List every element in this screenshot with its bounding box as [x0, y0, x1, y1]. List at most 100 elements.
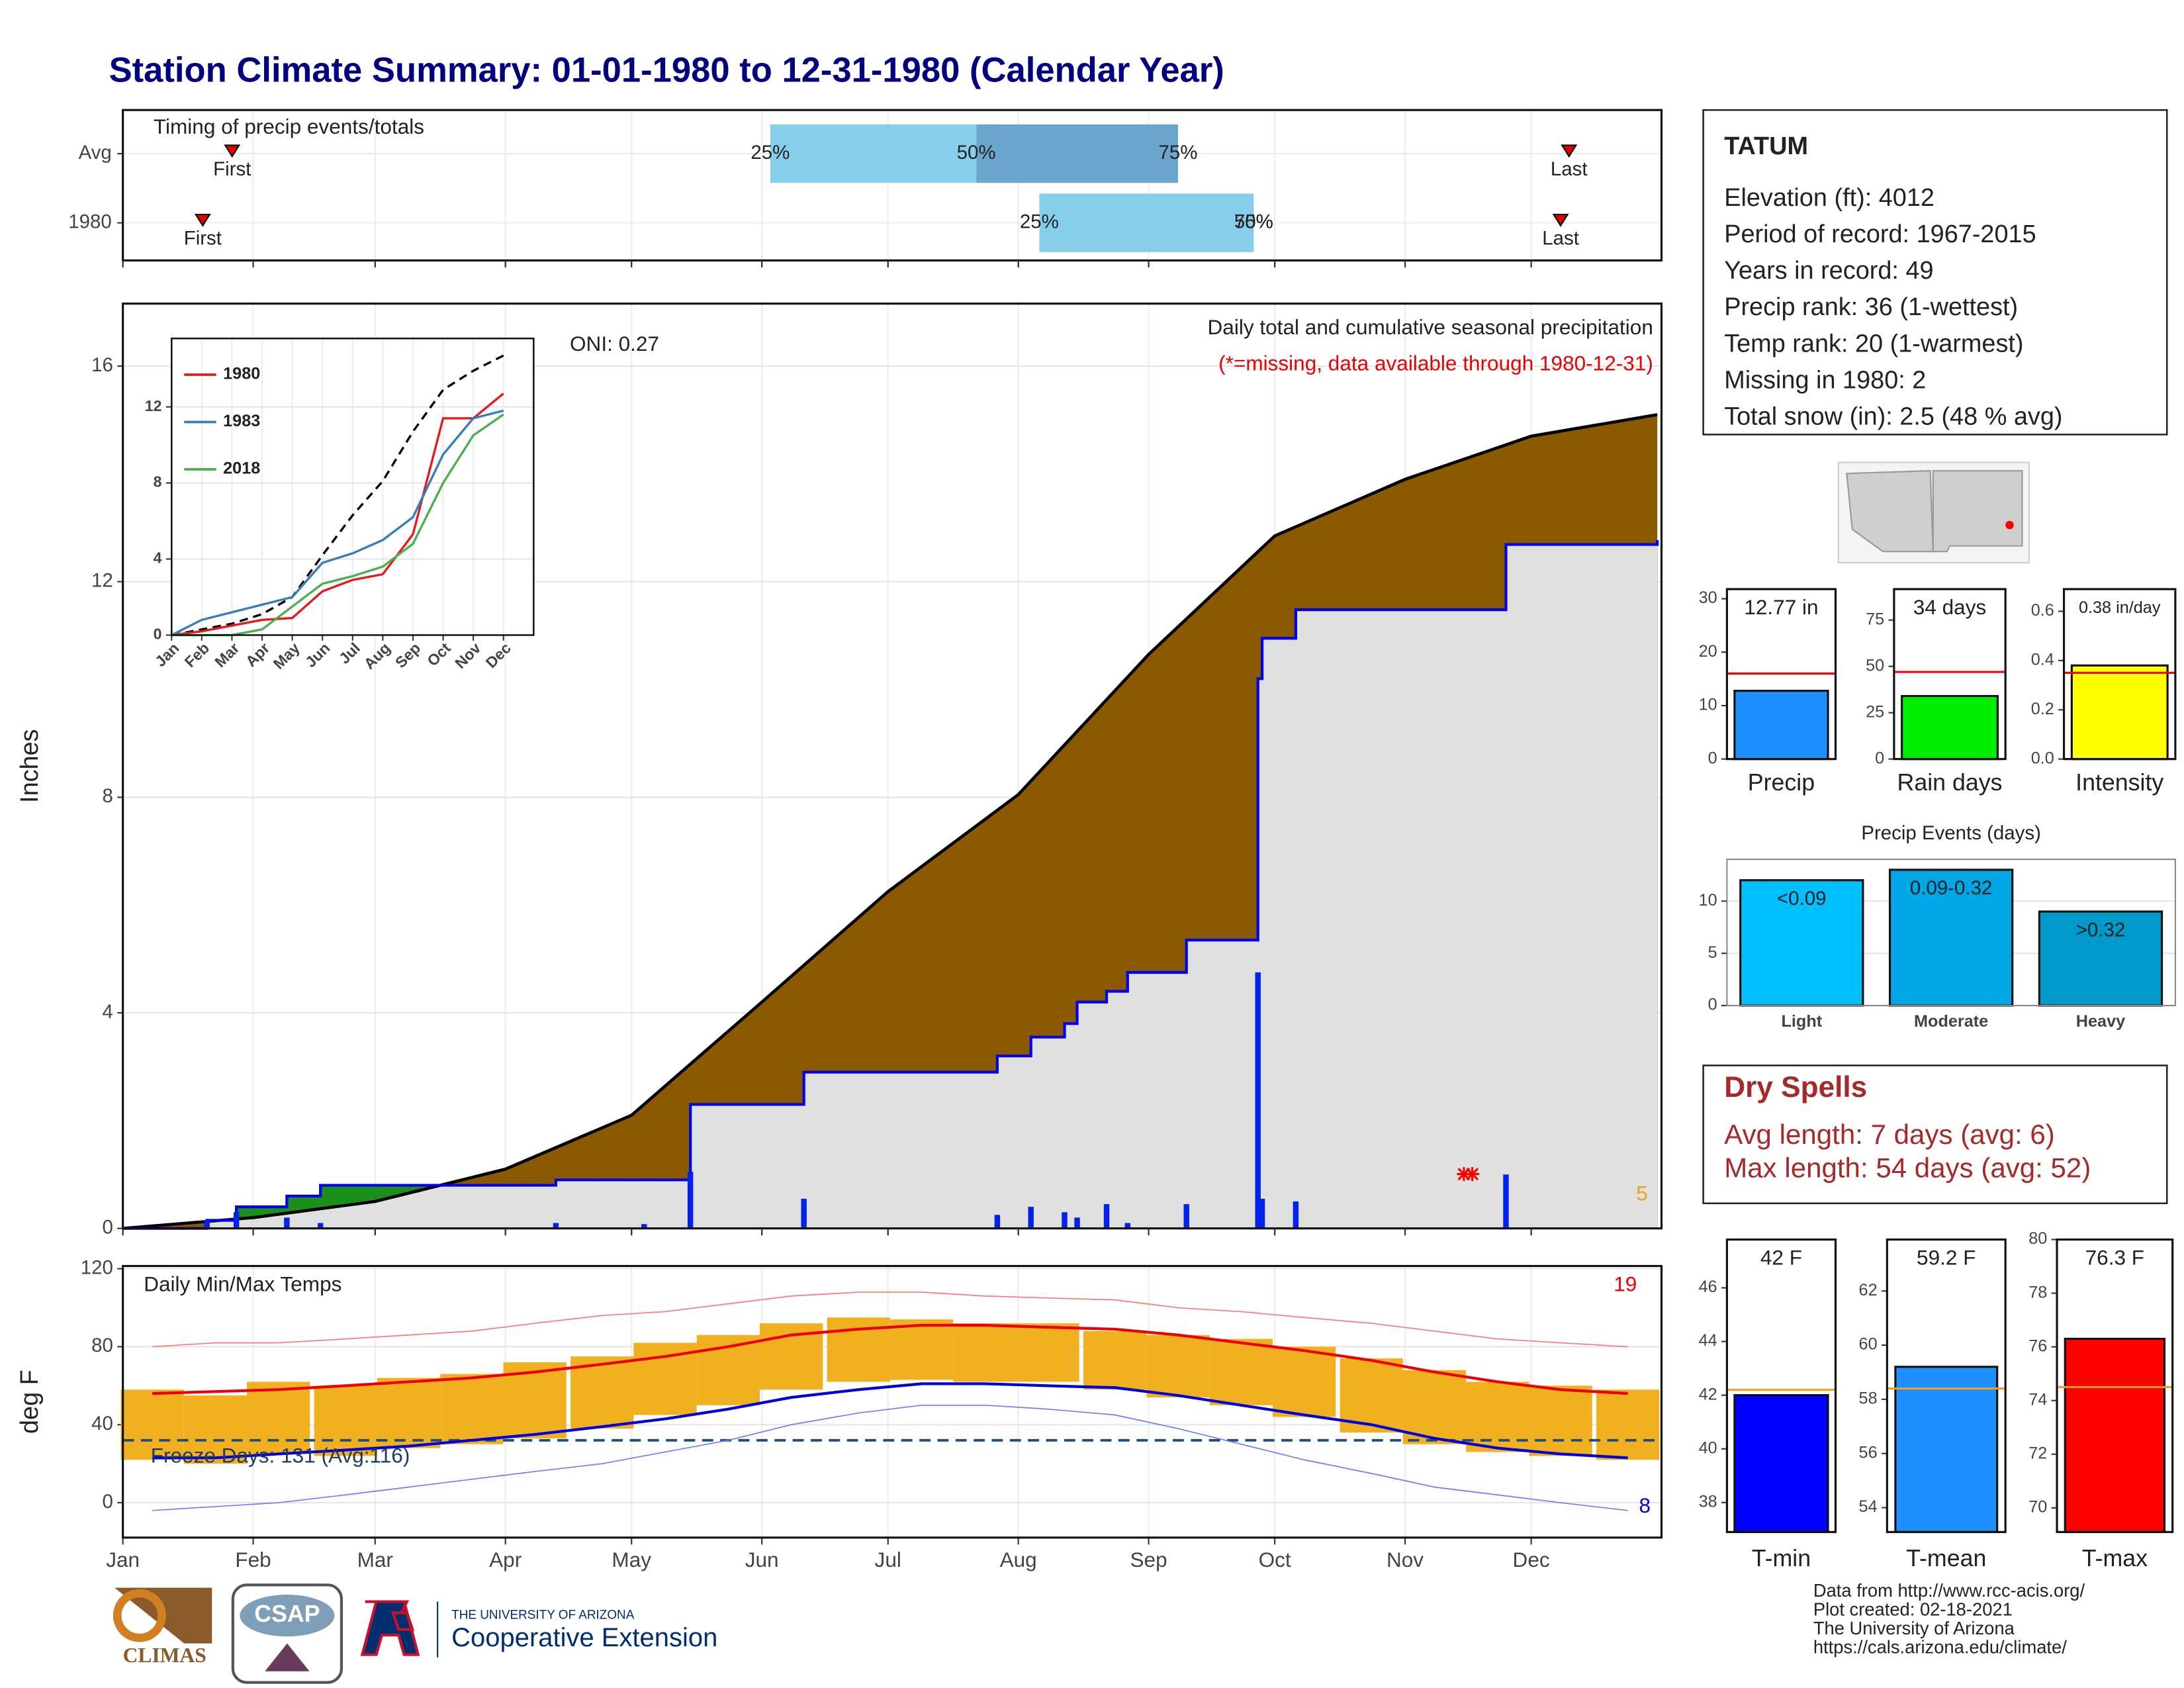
- y-tick-label: 0: [154, 626, 162, 643]
- daily-bar: [233, 1212, 240, 1229]
- y-tick-label: 0.6: [2031, 601, 2054, 620]
- plot-frame: [122, 303, 1663, 1230]
- y-tick-label: 76: [2028, 1336, 2047, 1355]
- plot-frame: [122, 1264, 1663, 1539]
- x-tick-label: Nov: [1387, 1548, 1424, 1571]
- panel-title: Precip Events (days): [1861, 822, 2041, 844]
- y-tick-label: 46: [1699, 1278, 1717, 1296]
- panel-title: Daily total and cumulative seasonal prec…: [1208, 315, 1653, 339]
- csap-logo-shape: [265, 1643, 310, 1671]
- y-axis-label: deg F: [16, 1370, 44, 1434]
- footer-line: Plot created: 02-18-2021: [1813, 1599, 2013, 1619]
- climas-logo-shape: [113, 1589, 166, 1642]
- temp-bar: [183, 1395, 248, 1464]
- temp-bar: [440, 1374, 504, 1444]
- dry-spells-line: Max length: 54 days (avg: 52): [1724, 1152, 2091, 1183]
- daily-bar: [553, 1223, 559, 1229]
- map-state: [1932, 470, 2023, 553]
- temp-bar: [1272, 1346, 1336, 1417]
- y-tick-label: 20: [1699, 642, 1717, 661]
- percentile-label: 50%: [957, 142, 996, 164]
- y-tick-label: 40: [91, 1413, 113, 1434]
- x-tick-label: Rain days: [1897, 769, 2003, 796]
- missing-marker: [1457, 1167, 1471, 1182]
- panel-title: Timing of precip events/totals: [154, 115, 424, 138]
- cumulative-line: [122, 540, 1659, 1230]
- panel-subtitle: (*=missing, data available through 1980-…: [1218, 352, 1653, 375]
- temp-bar: [1340, 1358, 1403, 1433]
- temp-bar: [1083, 1331, 1147, 1390]
- bar: [1888, 868, 2014, 1007]
- bar: [2064, 1337, 2166, 1533]
- x-tick-label: Aug: [1000, 1548, 1037, 1571]
- x-tick-label: T-mean: [1906, 1545, 1986, 1571]
- daily-bar: [1293, 1201, 1299, 1229]
- legend-label: 2018: [223, 459, 260, 478]
- percentile-label: 75%: [1159, 142, 1198, 164]
- temp-bar: [570, 1356, 634, 1429]
- logos: CLIMAS CSAP THE UNIVERSITY OF ARIZONA Co…: [113, 1583, 717, 1684]
- event-marker: [1552, 213, 1569, 227]
- temp-bar: [633, 1342, 697, 1415]
- last-label: Last: [1551, 158, 1588, 180]
- station-line: Total snow (in): 2.5 (48 % avg): [1724, 403, 2062, 431]
- y-tick-label: 4: [154, 549, 162, 567]
- footer: Data from http://www.rcc-acis.org/Plot c…: [1813, 1580, 2085, 1657]
- y-tick-label: 8: [103, 785, 113, 807]
- csap-logo-shape: [240, 1595, 335, 1637]
- footer-line: The University of Arizona: [1813, 1618, 2015, 1638]
- y-tick-label: 12: [91, 570, 113, 592]
- percentile-bar: [770, 124, 977, 183]
- y-tick-label: 44: [1699, 1331, 1717, 1350]
- x-tick-label: Light: [1781, 1012, 1822, 1031]
- station-line: Years in record: 49: [1724, 257, 1933, 285]
- y-tick-label: 0: [1875, 749, 1884, 767]
- y-tick-label: 50: [1866, 656, 1884, 675]
- value-label: 0.38 in/day: [2079, 598, 2161, 617]
- event-marker: [194, 213, 211, 227]
- temp-bar: [120, 1389, 184, 1460]
- avg-min-line: [152, 1382, 1628, 1460]
- y-tick-label: 25: [1866, 702, 1884, 721]
- daily-bar: [641, 1224, 647, 1229]
- station-line: Missing in 1980: 2: [1724, 366, 1926, 394]
- percentile-label: 75%: [1234, 211, 1273, 232]
- temp-bar: [1016, 1323, 1079, 1382]
- footer-line: https://cals.arizona.edu/climate/: [1813, 1636, 2067, 1657]
- y-tick-label: 80: [91, 1335, 113, 1356]
- bar: [2070, 664, 2169, 761]
- x-tick-label: Intensity: [2075, 769, 2163, 796]
- y-tick-label: 10: [1699, 891, 1717, 910]
- station-name: TATUM: [1724, 132, 1808, 160]
- x-tick-label: Jan: [106, 1548, 140, 1571]
- daily-bar: [994, 1215, 1001, 1229]
- y-tick-label: 60: [1859, 1335, 1878, 1354]
- event-marker: [224, 144, 241, 158]
- map-state: [1846, 470, 1934, 553]
- y-tick-label: 0.2: [2031, 700, 2054, 718]
- y-axis-label: Inches: [16, 729, 44, 803]
- x-tick-label: T-max: [2082, 1545, 2148, 1571]
- bar-label: >0.32: [2076, 919, 2126, 941]
- bar-label: 0.09-0.32: [1910, 877, 1992, 899]
- dry-spells-info: Avg length: 7 days (avg: 6)Max length: 5…: [1724, 1119, 2091, 1183]
- station-location: [2005, 520, 2014, 530]
- temp-bar: [247, 1382, 310, 1454]
- y-tick-label: 78: [2028, 1283, 2047, 1301]
- y-tick-label: 4: [103, 1001, 113, 1023]
- temp-bar: [377, 1378, 441, 1448]
- first-label: First: [213, 158, 251, 180]
- chart-title: Station Climate Summary: 01-01-1980 to 1…: [109, 50, 1224, 89]
- count-label: 5: [1636, 1182, 1648, 1205]
- value-label: 42 F: [1760, 1245, 1802, 1269]
- plot-frame: [171, 338, 535, 636]
- y-tick-label: 120: [81, 1256, 113, 1278]
- y-tick-label: 12: [145, 397, 162, 414]
- dry-spells-box: [1702, 1064, 2168, 1205]
- x-tick-label: Precip: [1748, 769, 1815, 796]
- temp-bar: [1529, 1385, 1592, 1456]
- hot-count: 19: [1614, 1272, 1637, 1295]
- cumulative-area: [122, 540, 1658, 1229]
- ua-logo-shape: [360, 1600, 420, 1656]
- daily-bar: [1503, 1174, 1509, 1229]
